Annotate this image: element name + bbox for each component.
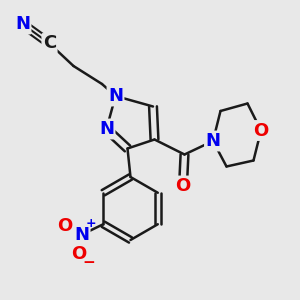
Text: N: N bbox=[99, 120, 114, 138]
Text: N: N bbox=[108, 87, 123, 105]
Text: +: + bbox=[85, 217, 96, 230]
Text: N: N bbox=[15, 15, 30, 33]
Text: O: O bbox=[254, 122, 268, 140]
Text: N: N bbox=[74, 226, 89, 244]
Text: N: N bbox=[206, 132, 220, 150]
Text: O: O bbox=[71, 245, 86, 263]
Text: O: O bbox=[176, 177, 190, 195]
Text: C: C bbox=[43, 34, 56, 52]
Text: −: − bbox=[83, 255, 95, 270]
Text: O: O bbox=[58, 217, 73, 235]
